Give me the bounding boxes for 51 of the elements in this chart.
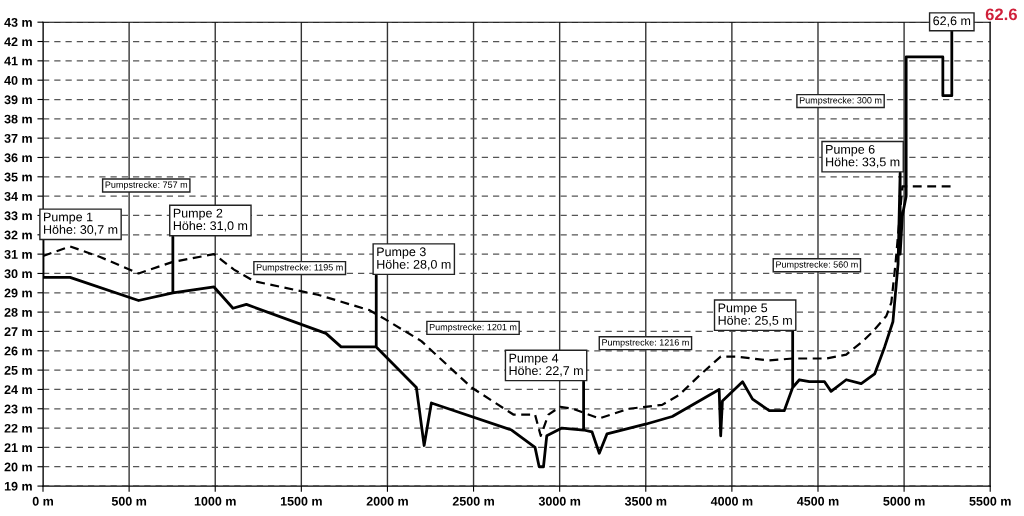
annotation: Pumpstrecke: 1195 m xyxy=(256,263,343,273)
x-tick-label: 2500 m xyxy=(452,496,494,506)
y-tick-label: 22 m xyxy=(4,423,32,433)
annotation: Pumpstrecke: 1216 m xyxy=(602,338,689,348)
x-tick-label: 2000 m xyxy=(366,496,408,506)
y-tick-label: 26 m xyxy=(4,346,32,356)
annotation: 62,6 m xyxy=(933,16,971,27)
y-tick-label: 30 m xyxy=(4,269,32,279)
y-tick-label: 41 m xyxy=(4,56,32,66)
y-tick-label: 21 m xyxy=(4,443,32,452)
x-tick-label: 0 m xyxy=(32,496,53,506)
y-tick-label: 34 m xyxy=(4,191,32,201)
x-tick-label: 500 m xyxy=(111,496,147,506)
y-tick-label: 19 m xyxy=(4,481,32,491)
y-tick-label: 33 m xyxy=(4,211,32,221)
x-tick-label: 3000 m xyxy=(538,496,581,506)
y-tick-label: 25 m xyxy=(4,365,32,375)
x-tick-label: 1000 m xyxy=(194,496,236,506)
y-tick-label: 38 m xyxy=(4,114,32,124)
text: 62.6 xyxy=(985,8,1017,21)
y-tick-label: 37 m xyxy=(4,133,32,143)
x-tick-label: 4500 m xyxy=(796,496,839,506)
y-tick-label: 20 m xyxy=(4,462,32,472)
y-tick-label: 43 m xyxy=(4,17,32,27)
annotation: Pumpstrecke: 300 m xyxy=(799,96,882,106)
annotation: Pumpe 1 Höhe: 30,7 m xyxy=(44,212,118,236)
y-tick-label: 42 m xyxy=(4,37,32,47)
y-tick-label: 35 m xyxy=(4,172,32,182)
annotation: Pumpstrecke: 560 m xyxy=(776,261,858,270)
annotation: Pumpstrecke: 1201 m xyxy=(429,323,517,333)
y-tick-label: 31 m xyxy=(4,249,32,259)
annotation: Pumpe 5 Höhe: 25,5 m xyxy=(718,303,792,327)
y-tick-label: 29 m xyxy=(4,288,32,298)
y-tick-label: 28 m xyxy=(4,307,32,317)
y-tick-label: 27 m xyxy=(4,327,32,336)
x-tick-label: 5000 m xyxy=(883,496,925,506)
annotation: Pumpe 6 Höhe: 33,5 m xyxy=(826,144,900,168)
y-tick-label: 23 m xyxy=(4,404,32,414)
x-tick-label: 3500 m xyxy=(624,496,667,506)
annotation: Pumpe 3 Höhe: 28,0 m xyxy=(377,247,451,271)
y-tick-label: 40 m xyxy=(4,75,32,85)
y-tick-label: 36 m xyxy=(4,153,32,163)
annotation: Pumpstrecke: 757 m xyxy=(105,181,188,190)
y-tick-label: 39 m xyxy=(4,95,32,105)
x-tick-label: 5500 m xyxy=(969,496,1011,506)
x-tick-label: 4000 m xyxy=(710,496,753,506)
y-tick-label: 24 m xyxy=(4,385,32,394)
annotation: Pumpe 2 Höhe: 31,0 m xyxy=(173,208,248,232)
annotation: Pumpe 4 Höhe: 22,7 m xyxy=(509,353,583,377)
x-tick-label: 1500 m xyxy=(280,496,322,506)
y-tick-label: 32 m xyxy=(4,230,32,240)
